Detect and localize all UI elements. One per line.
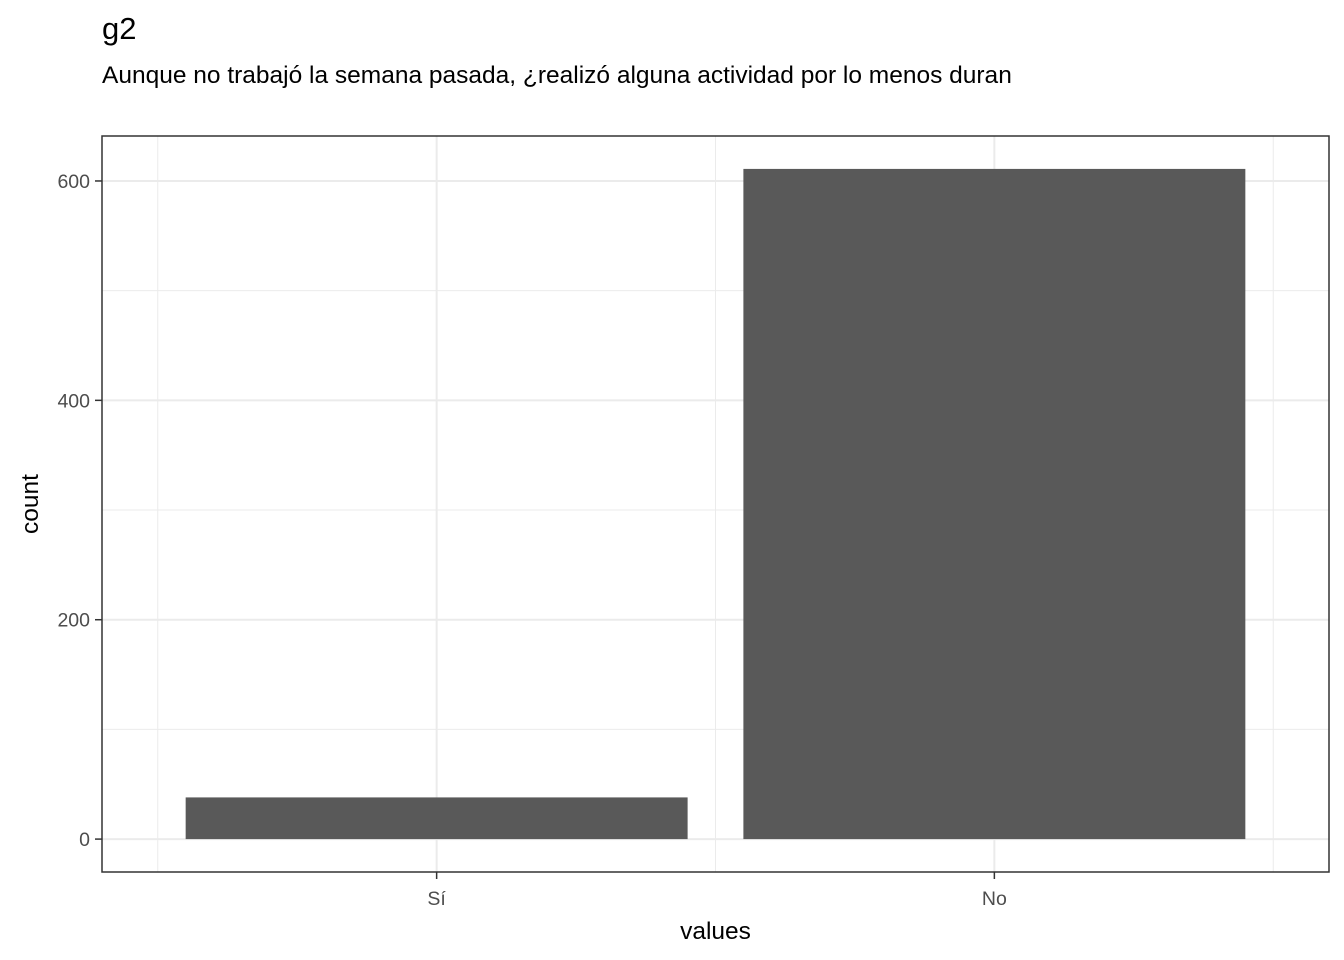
x-axis-title: values xyxy=(680,918,751,945)
x-tick-label: No xyxy=(982,888,1007,910)
y-axis: 0 200 400 600 xyxy=(57,171,102,851)
y-axis-title: count xyxy=(17,474,44,534)
y-tick-label: 600 xyxy=(57,171,90,193)
x-tick-label: Sí xyxy=(427,888,446,910)
y-tick-label: 0 xyxy=(79,829,90,851)
y-tick-label: 200 xyxy=(57,610,90,632)
x-axis: Sí No xyxy=(427,872,1007,910)
bar-No xyxy=(743,168,1246,840)
bars xyxy=(185,168,1246,840)
chart-subtitle: Aunque no trabajó la semana pasada, ¿rea… xyxy=(102,62,1012,89)
y-tick-label: 400 xyxy=(57,390,90,412)
chart-title: g2 xyxy=(102,11,137,46)
bar-Sí xyxy=(185,797,688,840)
panel-border xyxy=(101,135,1330,873)
